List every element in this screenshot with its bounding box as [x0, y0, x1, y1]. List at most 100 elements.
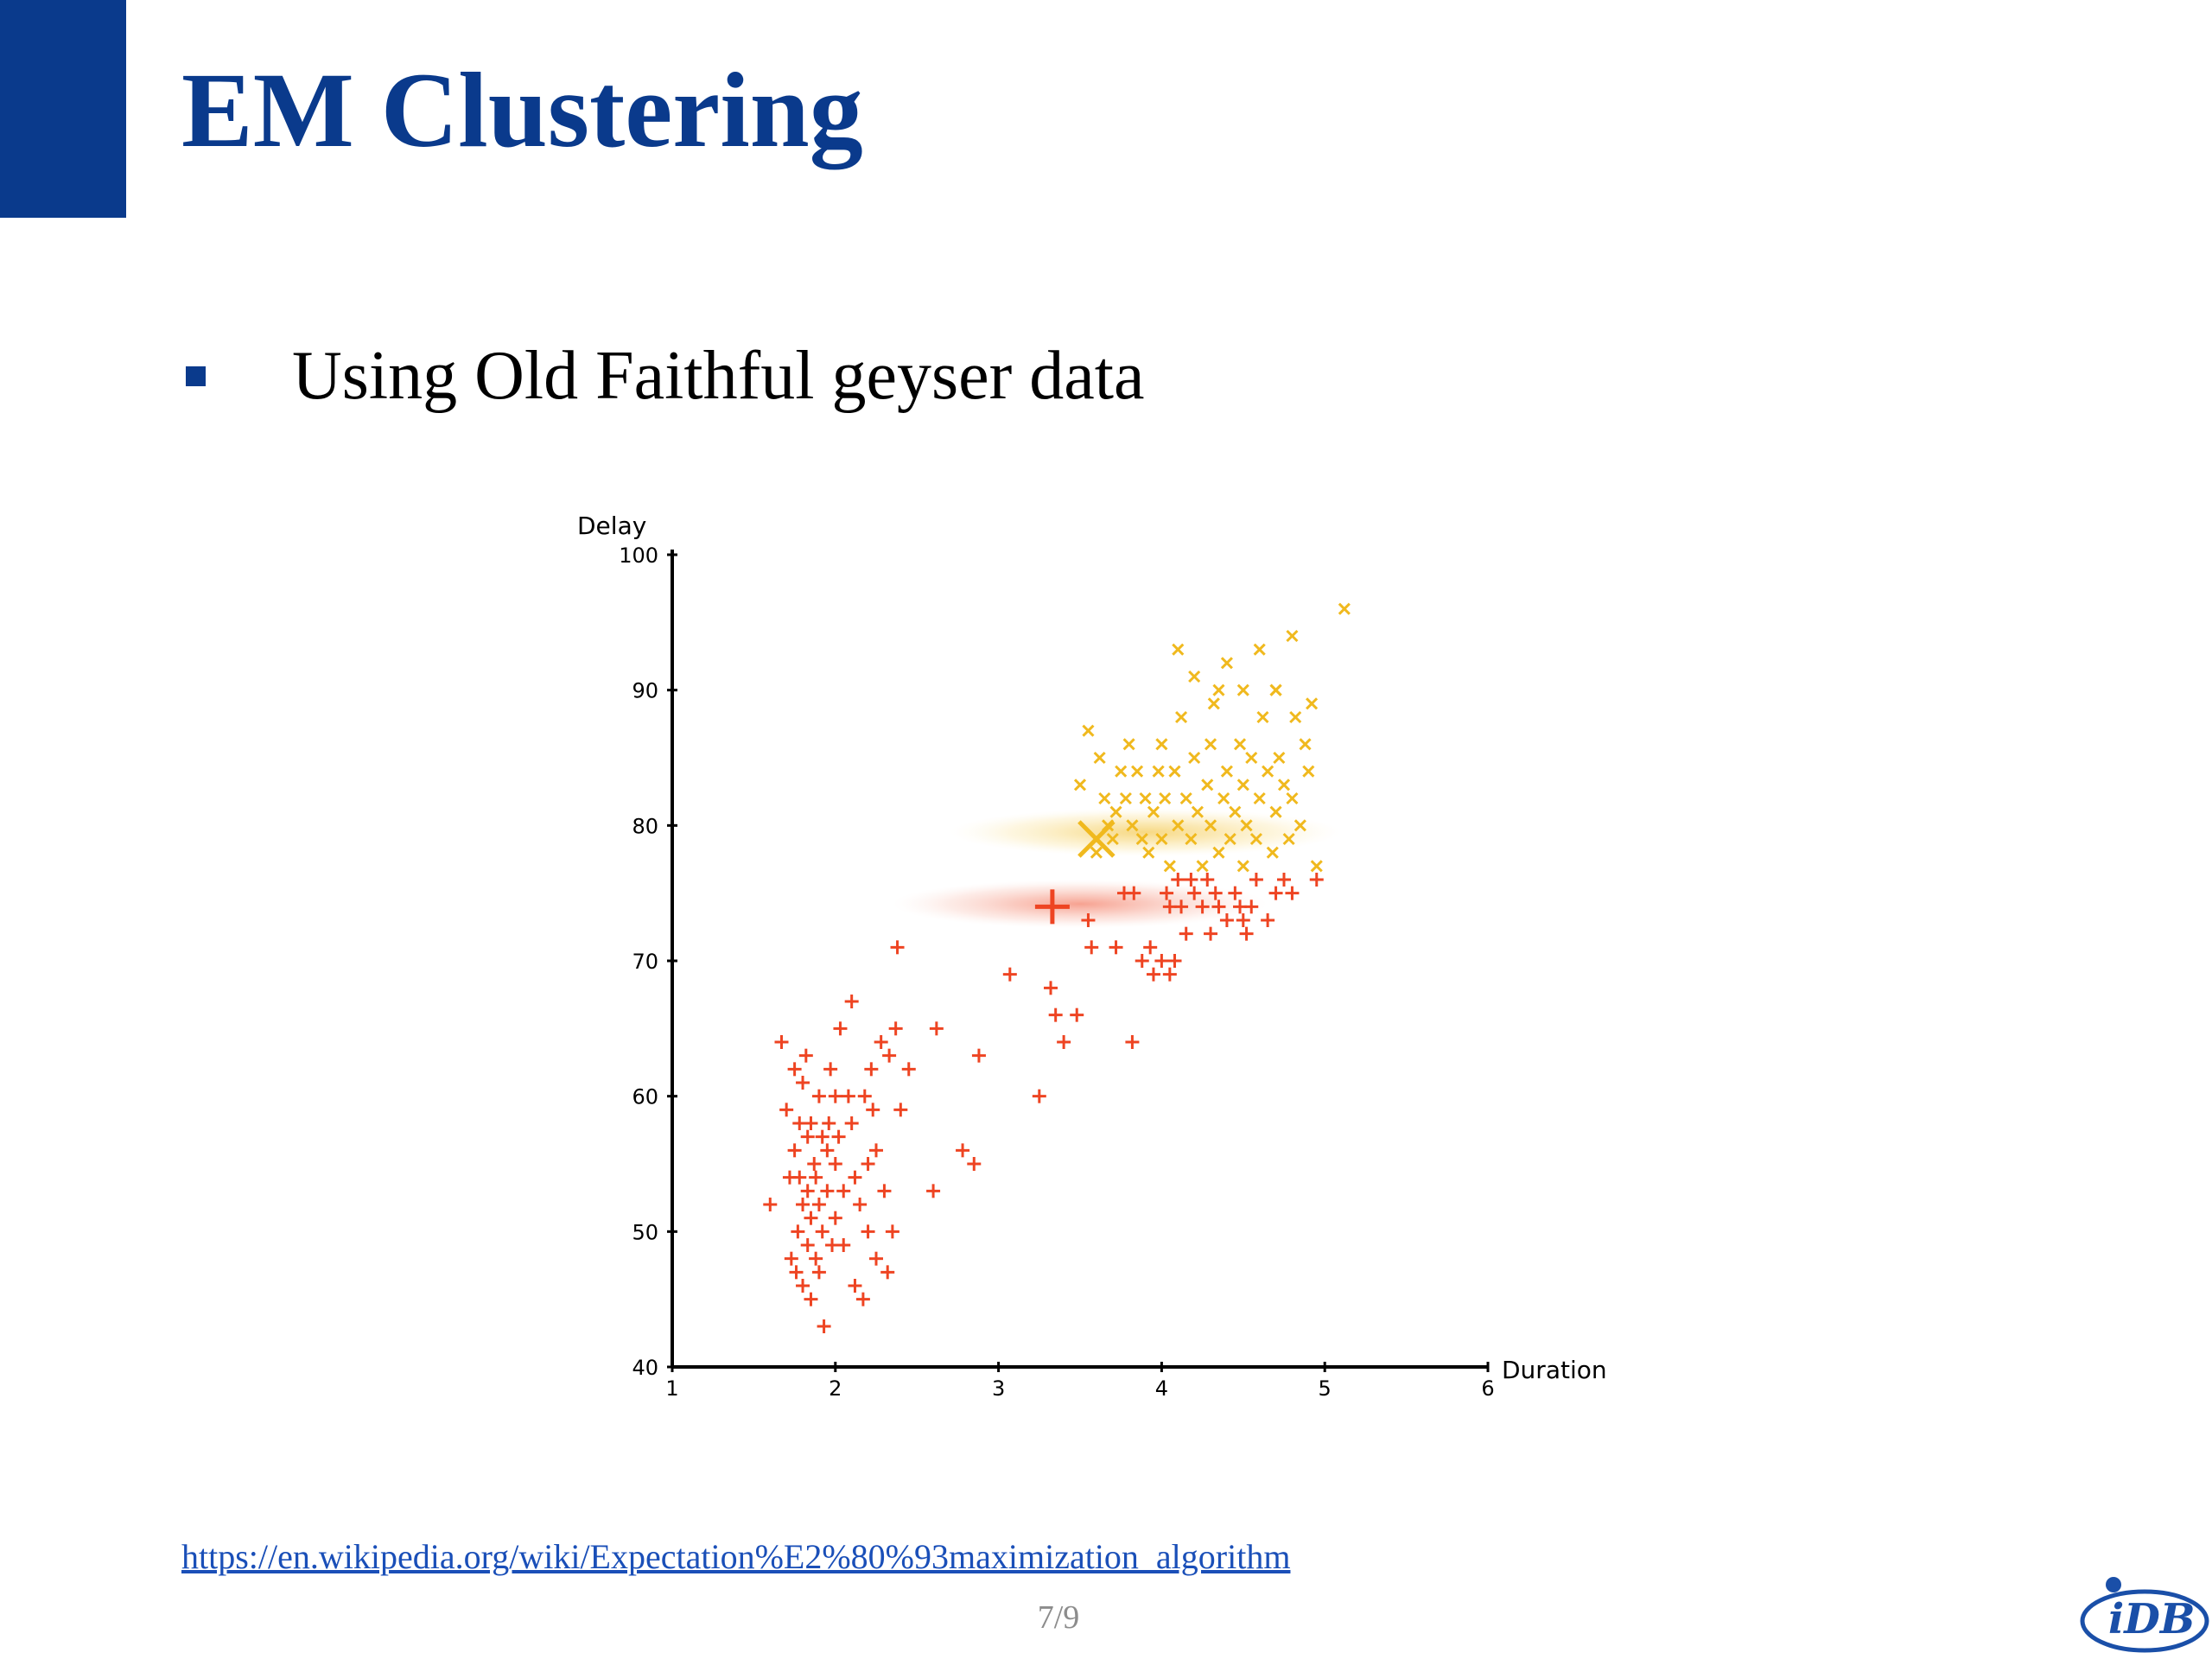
data-point — [787, 1062, 802, 1077]
bullet-square-icon — [186, 365, 206, 386]
data-point — [1310, 860, 1323, 873]
data-point — [1299, 738, 1312, 751]
data-point — [1256, 710, 1269, 724]
y-tick-label: 50 — [632, 1220, 658, 1244]
data-point — [1155, 738, 1168, 751]
source-link[interactable]: https://en.wikipedia.org/wiki/Expectatio… — [181, 1537, 1291, 1576]
data-point — [1204, 738, 1217, 751]
data-point — [853, 1198, 868, 1211]
data-point — [869, 1251, 883, 1266]
data-point — [1172, 643, 1185, 656]
data-point — [1233, 738, 1247, 751]
data-point — [836, 1238, 851, 1252]
chart-svg: 1 2 3 4 5 6 40 50 60 70 80 90 100 Delay Duration — [577, 512, 1607, 1401]
data-point — [1212, 846, 1225, 859]
page-number: 7/9 — [1037, 1599, 1080, 1636]
data-point — [882, 1048, 897, 1063]
data-point — [1159, 791, 1172, 805]
data-point — [804, 1116, 818, 1130]
data-point — [833, 1021, 848, 1036]
data-point — [822, 1116, 836, 1130]
data-point — [823, 1062, 838, 1077]
data-point — [1204, 926, 1218, 941]
data-point — [1195, 899, 1210, 914]
data-point — [929, 1021, 944, 1036]
y-tick-label: 80 — [632, 814, 658, 838]
data-point — [1127, 886, 1141, 900]
data-point — [885, 1224, 899, 1239]
data-point — [1236, 913, 1250, 927]
data-point — [1179, 791, 1192, 805]
data-point — [811, 1089, 826, 1103]
data-point — [800, 1129, 815, 1144]
bullet-item: Using Old Faithful geyser data — [186, 333, 1144, 419]
data-point — [880, 1265, 895, 1280]
data-point — [1179, 926, 1193, 941]
data-point — [1253, 791, 1266, 805]
data-point — [1119, 791, 1132, 805]
data-point — [901, 1062, 916, 1077]
data-point — [811, 1198, 826, 1211]
data-point — [1187, 886, 1202, 900]
data-point — [1244, 899, 1259, 914]
data-point — [1294, 819, 1306, 832]
data-point — [804, 1211, 818, 1225]
data-point — [1152, 765, 1165, 778]
data-point — [1269, 683, 1282, 696]
data-point — [1282, 832, 1295, 846]
data-point — [1146, 967, 1160, 982]
data-point — [1306, 697, 1319, 710]
data-point — [1229, 805, 1242, 818]
data-point — [796, 1198, 810, 1211]
data-point — [1188, 751, 1201, 765]
data-point — [1160, 886, 1174, 900]
data-point — [1285, 886, 1300, 900]
data-point — [804, 1292, 818, 1306]
data-point — [1220, 765, 1233, 778]
data-point — [1082, 724, 1095, 737]
svg-text:iDB: iDB — [2108, 1595, 2195, 1643]
idb-logo-icon: iDB — [2080, 1577, 2209, 1653]
data-point — [1236, 779, 1249, 791]
data-point — [1200, 873, 1215, 887]
data-point — [1098, 791, 1111, 805]
data-point — [817, 1319, 831, 1333]
data-point — [1048, 1007, 1063, 1022]
data-point — [796, 1279, 810, 1293]
data-point — [1253, 643, 1266, 656]
data-point — [1115, 765, 1128, 778]
data-point — [1163, 860, 1176, 873]
data-point — [967, 1157, 982, 1171]
data-point — [861, 1224, 875, 1239]
data-point — [1084, 940, 1099, 955]
data-point — [1139, 791, 1152, 805]
data-point — [1171, 873, 1185, 887]
data-point — [861, 1157, 875, 1171]
data-point — [1143, 940, 1158, 955]
gaussian-ellipse-0 — [949, 807, 1342, 857]
data-point — [1261, 913, 1275, 927]
data-point — [1135, 954, 1149, 968]
data-point — [1217, 791, 1230, 805]
data-point — [789, 1265, 804, 1280]
data-point — [800, 1238, 815, 1252]
data-point — [866, 1103, 880, 1117]
data-point — [831, 1129, 846, 1144]
data-point — [1289, 710, 1302, 724]
data-point — [787, 1143, 802, 1158]
data-point — [1073, 779, 1087, 791]
x-tick-label: 5 — [1319, 1376, 1332, 1401]
data-point — [1191, 805, 1204, 818]
data-point — [820, 1184, 835, 1198]
data-point — [1032, 1089, 1046, 1103]
data-point — [774, 1035, 789, 1049]
data-point — [836, 1184, 851, 1198]
gaussian-layer — [892, 807, 1342, 929]
data-point — [971, 1048, 986, 1063]
data-point — [1081, 913, 1096, 927]
data-point — [890, 940, 905, 955]
scatter-chart: 1 2 3 4 5 6 40 50 60 70 80 90 100 Delay Duration — [553, 501, 1659, 1417]
data-point — [1126, 819, 1139, 832]
data-point — [1162, 967, 1177, 982]
x-tick-label: 4 — [1155, 1376, 1168, 1401]
